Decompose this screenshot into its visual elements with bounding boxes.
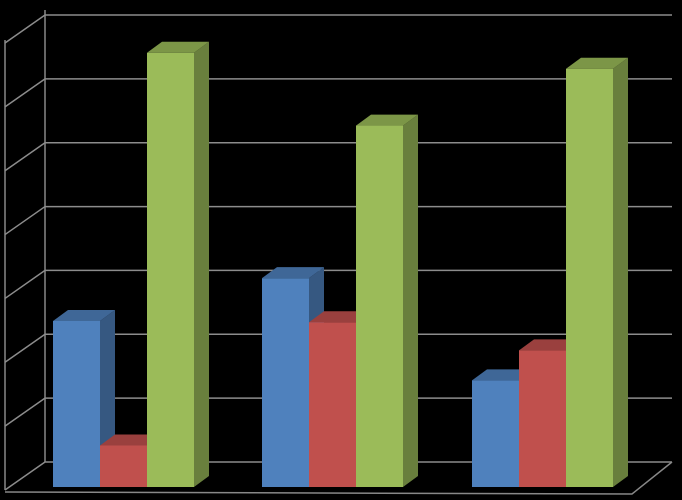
bar-front	[519, 350, 566, 487]
bar-top	[519, 339, 581, 351]
grid-line	[4, 141, 672, 172]
grid-line	[4, 461, 672, 491]
bar-front	[566, 68, 613, 487]
bar	[566, 57, 628, 487]
bar-top	[566, 57, 628, 69]
bar-top	[53, 309, 115, 321]
bar-top	[356, 114, 418, 126]
grid-line	[4, 205, 672, 236]
grid-line	[4, 333, 672, 363]
bar-front	[100, 445, 147, 487]
bar-side	[403, 114, 418, 487]
grid-line	[4, 269, 672, 300]
bar-top	[147, 41, 209, 53]
bar-top	[262, 267, 324, 279]
bar-side	[194, 41, 209, 488]
grid-line	[4, 14, 672, 44]
floor-edge	[4, 461, 673, 495]
grid-line	[4, 397, 672, 427]
bar-front	[147, 52, 194, 488]
bar-side	[613, 57, 628, 487]
bar-front	[53, 320, 100, 487]
bar-top	[309, 311, 371, 323]
bar-front	[262, 278, 309, 487]
bar	[356, 114, 418, 487]
bar-top	[472, 369, 534, 381]
bar-front	[309, 322, 356, 487]
bar-top	[100, 434, 162, 446]
grid-line	[4, 78, 672, 108]
bar	[147, 41, 209, 488]
bar-front	[356, 125, 403, 487]
bar-front	[472, 380, 519, 487]
